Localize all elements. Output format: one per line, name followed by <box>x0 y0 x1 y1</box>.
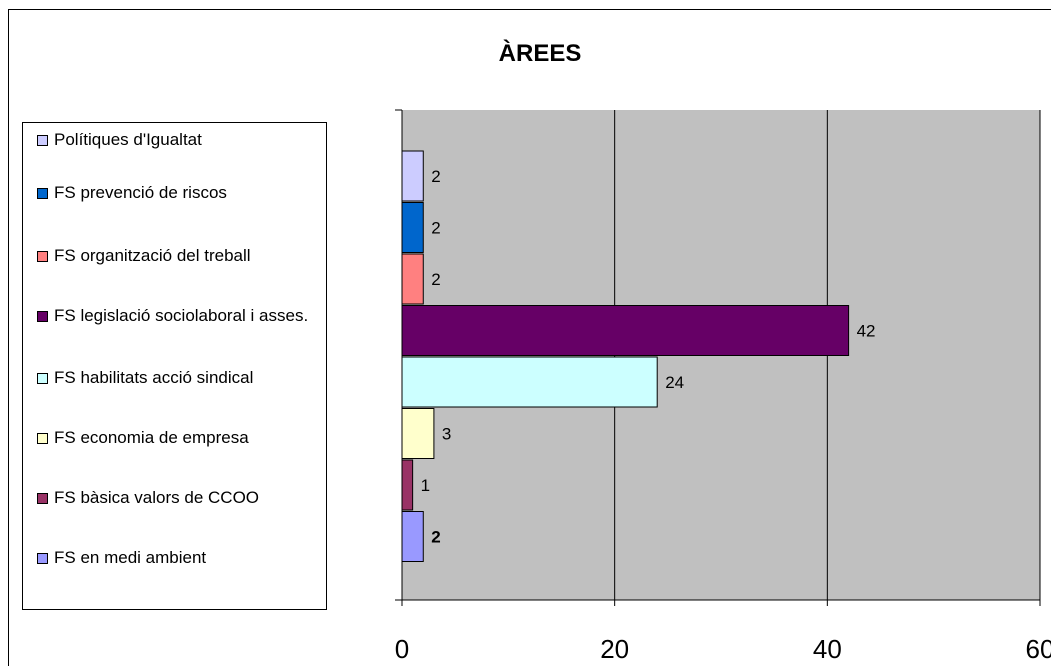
x-tick-label: 20 <box>600 634 629 664</box>
data-label: 2 <box>431 270 440 289</box>
legend-label: FS organització del treball <box>54 246 251 265</box>
legend-swatch <box>37 251 48 262</box>
chart-legend: Polítiques d'Igualtat FS prevenció de ris… <box>22 122 327 610</box>
data-label: 2 <box>431 219 440 238</box>
legend-label: Polítiques d'Igualtat <box>54 130 202 149</box>
data-label: 42 <box>857 322 876 341</box>
legend-swatch <box>37 311 48 322</box>
legend-swatch <box>37 433 48 444</box>
legend-item: FS economia de empresa <box>37 427 322 449</box>
x-tick-label: 0 <box>395 634 409 664</box>
legend-item: Polítiques d'Igualtat <box>37 129 322 151</box>
legend-label: FS legislació sociolaboral i asses. <box>54 306 309 325</box>
legend-label: FS bàsica valors de CCOO <box>54 488 260 507</box>
legend-swatch <box>37 553 48 564</box>
legend-item: FS habilitats acció sindical <box>37 367 322 389</box>
legend-label: FS economia de empresa <box>54 428 249 447</box>
legend-swatch <box>37 373 48 384</box>
legend-swatch <box>37 135 48 146</box>
legend-label: FS prevenció de riscos <box>54 183 227 202</box>
legend-swatch <box>37 493 48 504</box>
data-label: 2 <box>431 528 440 547</box>
x-tick-label: 40 <box>813 634 842 664</box>
data-label: 24 <box>665 373 684 392</box>
data-label: 2 <box>431 167 440 186</box>
data-label: 1 <box>421 476 430 495</box>
x-tick-label: 60 <box>1026 634 1051 664</box>
legend-item: FS organització del treball <box>37 245 322 267</box>
bar <box>401 511 424 562</box>
legend-label: FS en medi ambient <box>54 548 207 567</box>
bar <box>401 408 435 459</box>
legend-item: FS bàsica valors de CCOO <box>37 487 322 509</box>
chart-frame <box>8 9 1051 666</box>
bar <box>401 150 424 202</box>
legend-swatch <box>37 188 48 199</box>
bar <box>401 305 850 356</box>
data-label: 3 <box>442 425 451 444</box>
legend-item: FS prevenció de riscos <box>37 182 322 204</box>
legend-item: FS en medi ambient <box>37 547 322 569</box>
chart-title: ÀREES <box>498 40 582 67</box>
legend-item: FS legislació sociolaboral i asses. <box>37 305 322 327</box>
bar <box>401 253 424 305</box>
bar <box>401 356 658 408</box>
bar <box>401 459 414 511</box>
legend-label: FS habilitats acció sindical <box>54 368 254 387</box>
bar <box>401 202 424 253</box>
